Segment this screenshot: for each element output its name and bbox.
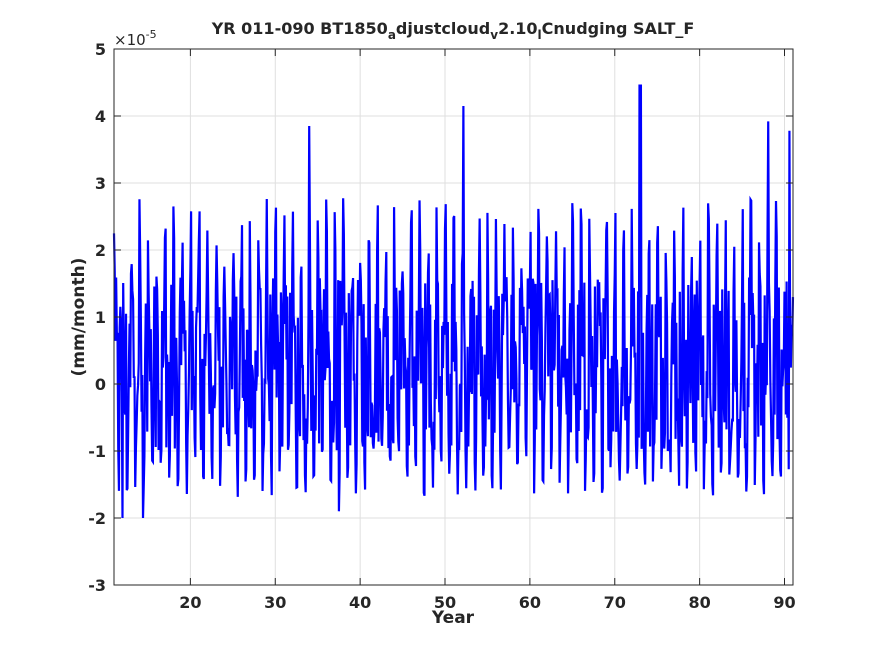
x-tick-label: 30	[264, 593, 286, 612]
title-part: a	[388, 28, 396, 42]
x-tick-label: 40	[349, 593, 371, 612]
series-layer	[112, 84, 795, 519]
y-tick-label: -1	[88, 442, 106, 461]
tick-marks	[114, 48, 793, 586]
x-axis-label: Year	[431, 608, 475, 628]
x-tick-label: 80	[689, 593, 711, 612]
series-line	[112, 84, 795, 519]
y-axis-label: (mm/month)	[69, 258, 89, 377]
y-exponent-base: ×10	[114, 31, 146, 49]
y-exponent-label: ×10-5	[114, 28, 157, 49]
y-tick-label: 5	[95, 40, 106, 59]
title-part: djustcloud	[396, 19, 490, 38]
y-tick-label: 2	[95, 241, 106, 260]
x-tick-label: 60	[519, 593, 541, 612]
chart-title: YR 011-090 BT1850adjustcloudv2.10lCnudgi…	[211, 19, 695, 42]
y-tick-label: -2	[88, 509, 106, 528]
y-tick-label: 1	[95, 308, 106, 327]
title-part: 2.10	[498, 19, 537, 38]
x-tick-label: 70	[604, 593, 626, 612]
y-tick-label: 0	[95, 375, 106, 394]
title-part: Cnudging SALT_F	[542, 19, 695, 38]
y-tick-label: 3	[95, 174, 106, 193]
x-tick-label: 90	[773, 593, 795, 612]
title-part: YR 011-090 BT1850	[211, 19, 388, 38]
tick-labels: 20 30 40 50 60 70 80 90 -3 -2 -1 0 1 2 3 4 5	[88, 40, 795, 612]
x-tick-label: 20	[179, 593, 201, 612]
x-tick-label: 50	[434, 593, 456, 612]
y-exponent-power: -5	[146, 28, 157, 41]
y-tick-label: -3	[88, 576, 106, 595]
title-part: v	[490, 28, 498, 42]
y-tick-label: 4	[95, 107, 106, 126]
title-part: l	[538, 28, 542, 42]
